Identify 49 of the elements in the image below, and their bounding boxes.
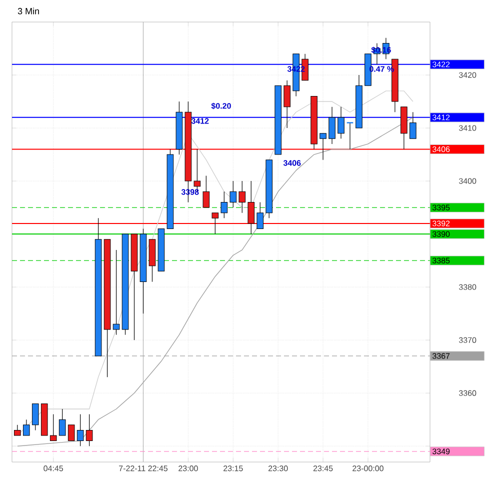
ref-line-label: 3385 <box>432 258 450 264</box>
candlestick <box>68 424 75 442</box>
ref-line-label: 3349 <box>432 448 450 454</box>
x-tick-label: 04:45 <box>44 466 64 472</box>
candlestick <box>230 180 237 208</box>
annotation: 3422 <box>287 66 305 72</box>
y-tick-label: 3380 <box>458 284 476 290</box>
candlestick <box>256 202 264 230</box>
candlestick <box>76 414 84 446</box>
candlestick <box>112 250 120 336</box>
ref-line-label: 3392 <box>432 220 450 226</box>
ref-line-label: 3367 <box>432 353 450 359</box>
candlestick <box>86 414 93 446</box>
y-tick-label: 3400 <box>458 178 476 184</box>
candlestick <box>284 80 290 128</box>
x-tick-label: 23:00 <box>178 466 198 472</box>
candlestick <box>346 122 354 150</box>
candlestick <box>338 106 344 139</box>
y-tick-label: 3410 <box>458 125 476 131</box>
annotation: 3406 <box>283 160 301 166</box>
x-tick-label: 23-00:00 <box>352 466 384 472</box>
candlestick <box>32 403 39 430</box>
candlestick <box>328 106 336 144</box>
x-tick-label: 23:15 <box>224 466 243 472</box>
ref-line-label: 3422 <box>432 62 450 68</box>
ref-line-label: 3395 <box>432 204 450 210</box>
candlestick <box>410 112 416 139</box>
candlestick <box>22 419 30 436</box>
ref-line-label: 3406 <box>432 146 450 152</box>
y-tick-label: 3420 <box>458 72 476 78</box>
candlestick <box>238 180 246 214</box>
candlestick <box>50 414 57 442</box>
candlestick <box>14 424 21 436</box>
candlestick <box>220 191 228 218</box>
candlestick <box>58 408 66 436</box>
candlestick <box>320 133 326 160</box>
candlestick <box>248 180 255 234</box>
annotation: $0.20 <box>211 102 231 110</box>
ref-line-label: 3412 <box>432 114 450 120</box>
candlestick <box>202 175 210 208</box>
x-tick-label: 23:30 <box>268 466 288 472</box>
candlestick <box>212 212 219 234</box>
y-tick-label: 3360 <box>458 390 476 396</box>
x-tick-label: 23:45 <box>313 466 333 472</box>
annotation: 3412 <box>191 118 209 124</box>
x-tick-label: 7-22-11 22:45 <box>119 466 168 472</box>
y-tick-label: 3370 <box>458 337 476 343</box>
ref-line-label: 3390 <box>432 231 450 237</box>
chart-title: 3 Min <box>18 8 39 14</box>
